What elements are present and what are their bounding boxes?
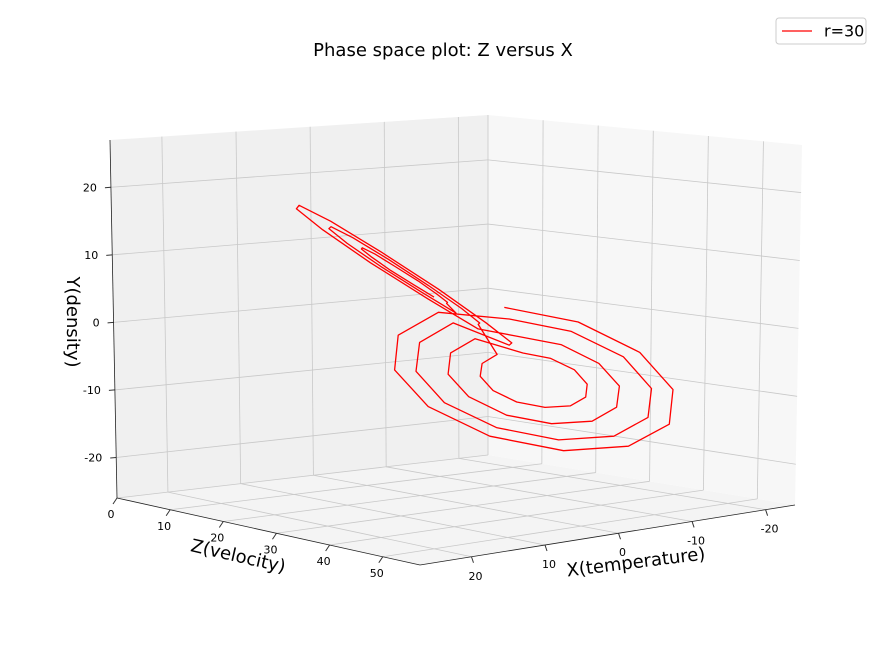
grid-line xyxy=(112,223,489,256)
z-tick xyxy=(218,521,224,528)
legend-box xyxy=(775,17,867,45)
plot xyxy=(295,204,674,452)
x-tick-label: -10 xyxy=(687,534,705,547)
grid-line xyxy=(487,223,800,261)
grid-line xyxy=(309,126,314,476)
z-tick-label: 10 xyxy=(157,520,171,533)
axis-line xyxy=(419,504,796,566)
panes xyxy=(110,115,802,565)
grid-line xyxy=(383,121,387,467)
x-tick-label: 0 xyxy=(619,546,626,559)
y-tick-label: -20 xyxy=(84,451,102,464)
floor-pane xyxy=(117,455,795,565)
z-tick-label: 30 xyxy=(263,543,277,556)
y-axis-title: Y(density) xyxy=(62,275,83,367)
grid-line xyxy=(170,463,542,511)
grid-line xyxy=(116,454,489,499)
grid-line xyxy=(386,466,693,522)
side-pane xyxy=(488,115,802,505)
grid-line xyxy=(649,130,654,482)
y-tick-label: 10 xyxy=(84,249,98,262)
y-tick-label: -10 xyxy=(83,384,101,397)
grid-line xyxy=(703,136,709,491)
grid-line xyxy=(487,351,798,397)
grid-line xyxy=(756,141,764,499)
grid-line xyxy=(487,287,799,329)
z-tick-label: 40 xyxy=(317,555,331,568)
y-tick xyxy=(110,456,117,459)
z-tick-label: 50 xyxy=(370,567,384,580)
grid-line xyxy=(167,491,472,558)
x-tick xyxy=(470,556,474,563)
grid-line xyxy=(161,136,169,493)
grid-line xyxy=(114,351,489,391)
back-pane xyxy=(110,115,488,498)
x-tick xyxy=(544,544,548,552)
z-tick xyxy=(165,509,171,517)
trajectory-line xyxy=(295,204,674,452)
axis-line xyxy=(116,497,421,566)
x-tick-label: 20 xyxy=(468,570,482,583)
x-tick-label: 10 xyxy=(542,558,556,571)
y-tick xyxy=(106,254,113,256)
y-tick xyxy=(104,186,111,189)
z-tick xyxy=(272,532,277,540)
y-tick xyxy=(107,321,114,324)
grid-line xyxy=(458,457,766,511)
legend-label: r=30 xyxy=(824,22,864,41)
z-tick xyxy=(378,556,384,564)
z-tick xyxy=(112,497,118,505)
grid-line xyxy=(487,416,796,465)
grid-line xyxy=(240,483,546,546)
chart-title: Phase space plot: Z versus X xyxy=(313,40,573,61)
legend: r=30 xyxy=(775,17,867,45)
z-tick-label: 0 xyxy=(108,508,115,521)
x-tick-label: -20 xyxy=(761,523,779,536)
z-axis-title: Z(velocity) xyxy=(189,535,288,577)
x-tick xyxy=(765,509,769,516)
grid-line xyxy=(329,489,704,546)
grid-line xyxy=(110,159,489,188)
x-axis-title: X(temperature) xyxy=(565,544,706,582)
grid-line xyxy=(487,159,802,193)
grid-line xyxy=(457,116,460,459)
grid-line xyxy=(276,480,650,534)
x-tick xyxy=(691,521,695,528)
grid-line xyxy=(595,125,599,473)
grid-line xyxy=(223,472,596,522)
grid xyxy=(104,115,802,566)
y-tick xyxy=(108,389,115,391)
x-tick xyxy=(618,533,622,540)
grid-line xyxy=(382,498,758,558)
z-tick xyxy=(325,544,331,552)
axis-line xyxy=(109,139,118,499)
grid-line xyxy=(313,474,619,534)
y-tick-label: 20 xyxy=(83,181,97,194)
z-tick-label: 20 xyxy=(210,532,224,545)
grid-line xyxy=(116,416,489,458)
y-tick-label: 0 xyxy=(93,316,100,329)
grid-line xyxy=(235,131,242,484)
